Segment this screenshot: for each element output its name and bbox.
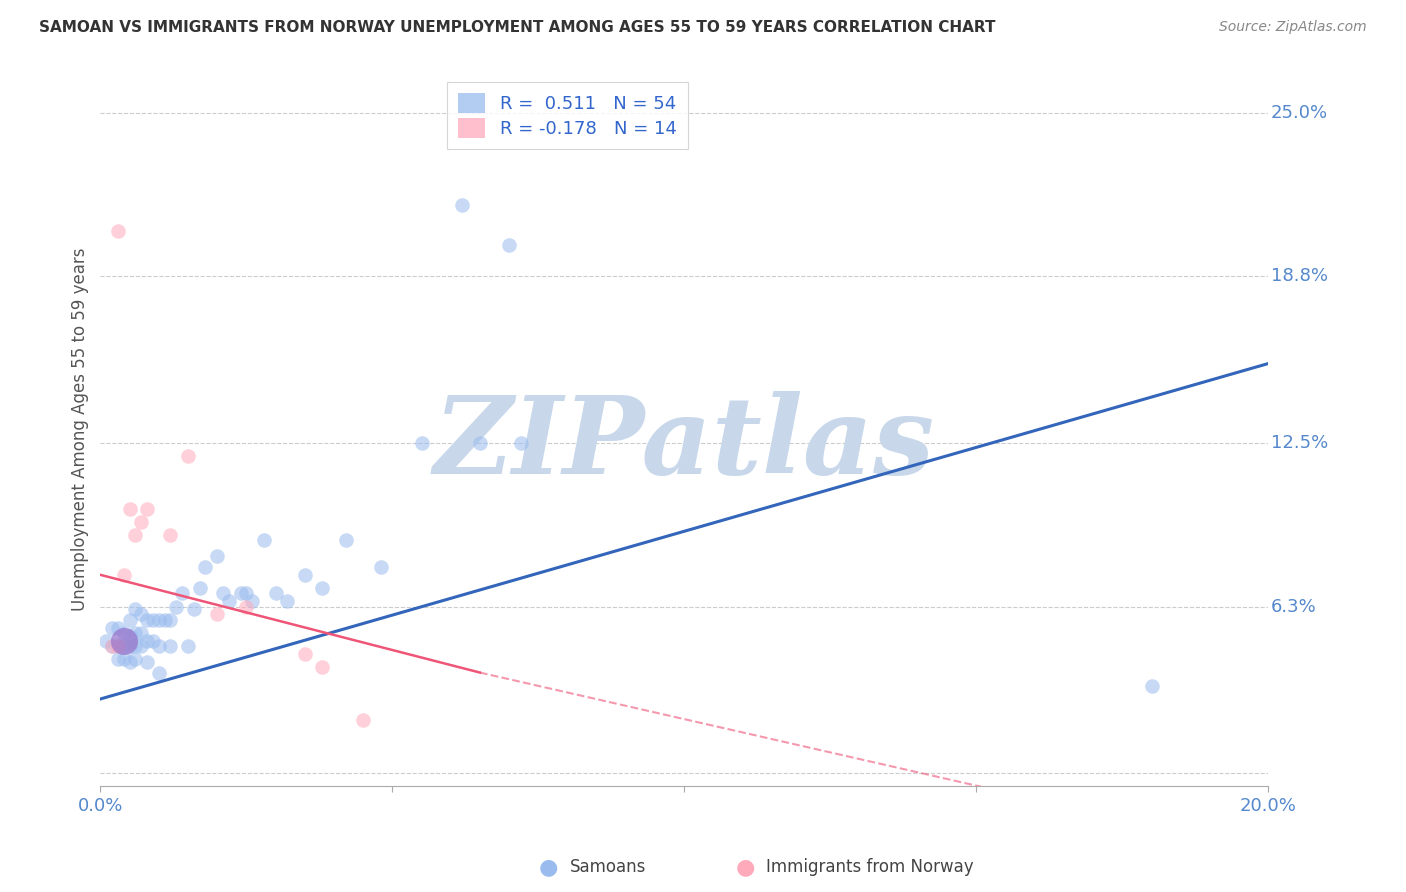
- Point: [107, 639, 129, 653]
- Text: 6.3%: 6.3%: [1271, 598, 1316, 615]
- Point: [352, 713, 374, 727]
- Point: [188, 581, 211, 595]
- Point: [112, 633, 135, 648]
- Point: [294, 647, 316, 661]
- Point: [311, 660, 333, 674]
- Point: [229, 586, 252, 600]
- Point: [101, 639, 124, 653]
- Point: [129, 607, 152, 622]
- Point: [101, 621, 124, 635]
- Point: [177, 639, 200, 653]
- Point: [136, 501, 159, 516]
- Point: [509, 435, 531, 450]
- Text: Source: ZipAtlas.com: Source: ZipAtlas.com: [1219, 20, 1367, 34]
- Text: 25.0%: 25.0%: [1271, 103, 1327, 121]
- Point: [183, 602, 205, 616]
- Point: [142, 633, 165, 648]
- Point: [124, 626, 146, 640]
- Point: [118, 629, 141, 643]
- Point: [205, 607, 228, 622]
- Point: [451, 198, 474, 212]
- Text: ZIPatlas: ZIPatlas: [434, 391, 935, 497]
- Point: [107, 639, 129, 653]
- Point: [118, 613, 141, 627]
- Text: 12.5%: 12.5%: [1271, 434, 1327, 451]
- Point: [124, 602, 146, 616]
- Text: 18.8%: 18.8%: [1271, 268, 1327, 285]
- Point: [136, 613, 159, 627]
- Point: [107, 652, 129, 666]
- Point: [276, 594, 298, 608]
- Point: [129, 626, 152, 640]
- Point: [112, 567, 135, 582]
- Point: [136, 655, 159, 669]
- Point: [118, 501, 141, 516]
- Point: [498, 237, 520, 252]
- Point: [118, 639, 141, 653]
- Text: Immigrants from Norway: Immigrants from Norway: [766, 858, 974, 876]
- Point: [335, 533, 357, 548]
- Point: [112, 639, 135, 653]
- Point: [148, 665, 170, 680]
- Point: [411, 435, 433, 450]
- Point: [124, 528, 146, 542]
- Point: [129, 515, 152, 529]
- Point: [148, 639, 170, 653]
- Text: Samoans: Samoans: [569, 858, 645, 876]
- Point: [177, 449, 200, 463]
- Point: [194, 560, 217, 574]
- Point: [142, 613, 165, 627]
- Point: [235, 586, 257, 600]
- Point: [96, 633, 118, 648]
- Point: [240, 594, 263, 608]
- Point: [124, 639, 146, 653]
- Point: [153, 613, 176, 627]
- Point: [172, 586, 194, 600]
- Point: [235, 599, 257, 614]
- Point: [118, 655, 141, 669]
- Point: [159, 613, 181, 627]
- Text: ●: ●: [538, 857, 558, 877]
- Point: [148, 613, 170, 627]
- Point: [294, 567, 316, 582]
- Point: [165, 599, 187, 614]
- Y-axis label: Unemployment Among Ages 55 to 59 years: Unemployment Among Ages 55 to 59 years: [72, 248, 89, 611]
- Point: [212, 586, 235, 600]
- Point: [159, 639, 181, 653]
- Point: [264, 586, 287, 600]
- Point: [129, 639, 152, 653]
- Point: [107, 224, 129, 238]
- Point: [468, 435, 491, 450]
- Point: [101, 639, 124, 653]
- Point: [112, 652, 135, 666]
- Text: ●: ●: [735, 857, 755, 877]
- Point: [218, 594, 240, 608]
- Point: [253, 533, 276, 548]
- Point: [112, 626, 135, 640]
- Point: [159, 528, 181, 542]
- Point: [107, 621, 129, 635]
- Point: [1140, 679, 1163, 693]
- Point: [124, 652, 146, 666]
- Point: [136, 633, 159, 648]
- Text: SAMOAN VS IMMIGRANTS FROM NORWAY UNEMPLOYMENT AMONG AGES 55 TO 59 YEARS CORRELAT: SAMOAN VS IMMIGRANTS FROM NORWAY UNEMPLO…: [39, 20, 995, 35]
- Point: [370, 560, 392, 574]
- Point: [311, 581, 333, 595]
- Point: [205, 549, 228, 564]
- Legend: R =  0.511   N = 54, R = -0.178   N = 14: R = 0.511 N = 54, R = -0.178 N = 14: [447, 82, 688, 149]
